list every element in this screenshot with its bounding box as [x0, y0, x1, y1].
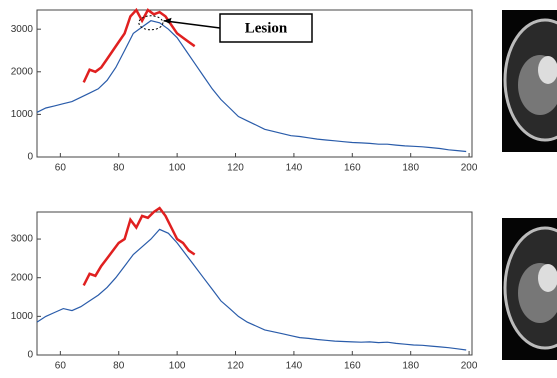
x-tick-label: 140 — [286, 361, 303, 372]
x-tick-label: 60 — [55, 361, 67, 372]
y-tick-label: 0 — [27, 152, 33, 163]
x-tick-label: 180 — [402, 163, 419, 174]
page: {"chart_data": [ {"type": "line", "xlim"… — [0, 0, 557, 378]
y-tick-label: 1000 — [11, 109, 34, 120]
y-tick-label: 3000 — [11, 234, 34, 245]
y-tick-label: 0 — [27, 350, 33, 361]
x-tick-label: 100 — [169, 361, 186, 372]
x-tick-label: 200 — [461, 361, 478, 372]
y-tick-label: 3000 — [11, 24, 34, 35]
x-tick-label: 120 — [227, 163, 244, 174]
y-tick-label: 1000 — [11, 311, 34, 322]
plot-area — [37, 212, 472, 355]
x-tick-label: 100 — [169, 163, 186, 174]
y-tick-label: 2000 — [11, 66, 34, 77]
x-tick-label: 160 — [344, 163, 361, 174]
x-tick-label: 200 — [461, 163, 478, 174]
x-tick-label: 120 — [227, 361, 244, 372]
x-tick-label: 140 — [286, 163, 303, 174]
mri-image — [502, 218, 557, 360]
y-tick-label: 2000 — [11, 272, 34, 283]
x-tick-label: 160 — [344, 361, 361, 372]
x-tick-label: 80 — [113, 361, 125, 372]
x-tick-label: 80 — [113, 163, 125, 174]
x-tick-label: 60 — [55, 163, 67, 174]
x-tick-label: 180 — [402, 361, 419, 372]
mri-image — [502, 10, 557, 152]
figure: 01000200030006080100120140160180200Lesio… — [0, 0, 557, 378]
annotation: Lesion — [245, 20, 288, 36]
